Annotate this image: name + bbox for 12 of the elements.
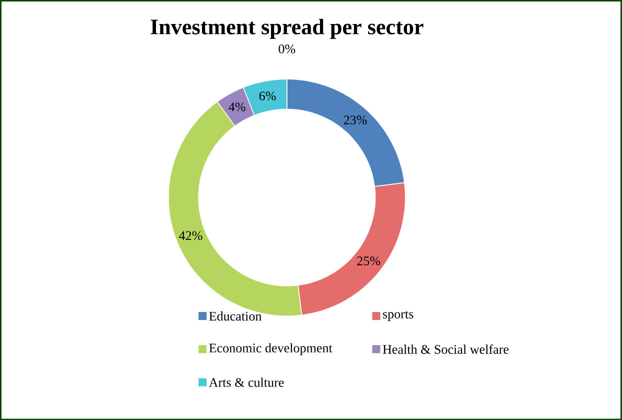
data-label: 42% xyxy=(179,231,202,240)
chart-title: Investment spread per sector xyxy=(150,18,424,39)
legend-label: sports xyxy=(383,310,414,321)
data-label: 25% xyxy=(357,256,380,266)
data-label: 4% xyxy=(228,102,246,112)
text: 0% xyxy=(278,44,296,54)
legend-label: Economic development xyxy=(209,343,332,355)
data-label: 23% xyxy=(344,115,367,124)
legend-label: Arts & culture xyxy=(208,378,284,387)
legend-label: Health & Social welfare xyxy=(382,344,509,354)
data-label: 6% xyxy=(259,91,276,100)
legend-label: Education xyxy=(209,311,262,321)
